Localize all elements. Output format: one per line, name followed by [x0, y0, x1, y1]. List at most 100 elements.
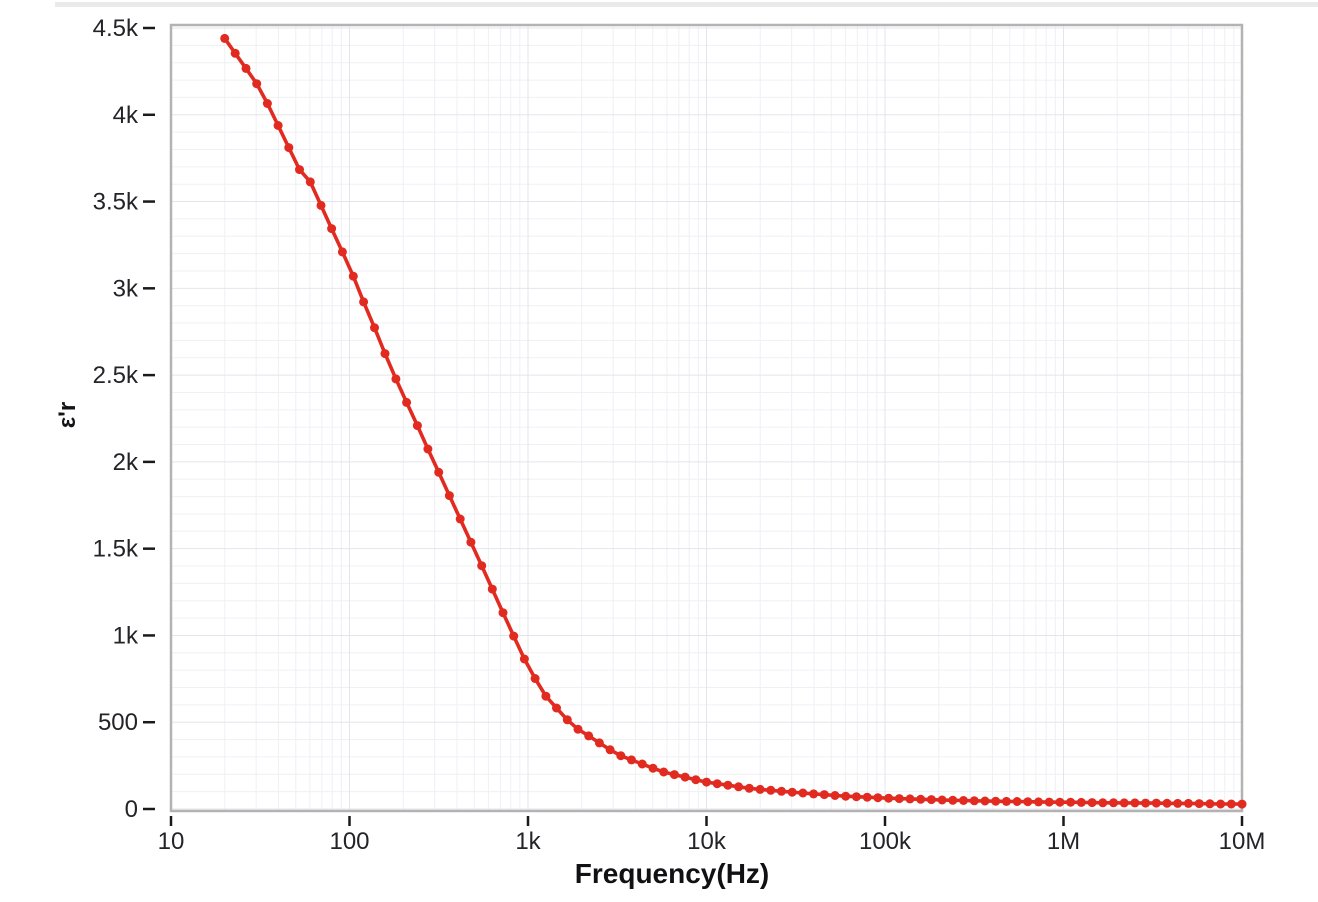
- data-point-marker: [777, 786, 786, 796]
- y-tick-label: 2k: [113, 449, 139, 476]
- x-tick-label: 10k: [687, 828, 727, 855]
- data-point-marker: [262, 99, 272, 108]
- data-point-marker: [969, 796, 979, 806]
- data-point-marker: [637, 759, 647, 769]
- data-point-marker: [423, 444, 433, 454]
- data-point-marker: [552, 703, 561, 713]
- data-point-marker: [691, 775, 701, 785]
- data-point-marker: [498, 608, 508, 618]
- data-point-marker: [370, 323, 379, 333]
- data-point-marker: [252, 79, 262, 89]
- data-point-marker: [1226, 799, 1236, 809]
- data-point-marker: [659, 767, 669, 777]
- data-point-marker: [862, 792, 872, 802]
- data-point-marker: [594, 738, 604, 748]
- window-edge-artifact: [55, 2, 1318, 7]
- data-point-marker: [702, 777, 711, 787]
- data-point-marker: [220, 33, 230, 43]
- data-point-marker: [573, 724, 583, 734]
- data-point-marker: [509, 631, 519, 641]
- data-point-marker: [230, 48, 240, 58]
- data-point-marker: [241, 63, 251, 73]
- data-point-marker: [1001, 796, 1011, 806]
- y-tick-label: 2.5k: [93, 362, 139, 389]
- data-point-marker: [948, 795, 958, 805]
- data-point-marker: [1119, 798, 1129, 808]
- data-point-marker: [402, 397, 412, 407]
- data-point-marker: [1216, 799, 1226, 809]
- data-point-marker: [1237, 799, 1247, 809]
- data-point-marker: [798, 788, 808, 798]
- x-tick-label: 1k: [515, 828, 541, 855]
- plot-border: [169, 23, 1244, 813]
- data-point-marker: [980, 796, 990, 806]
- data-point-marker: [809, 789, 819, 799]
- data-point-marker: [530, 674, 540, 683]
- data-point-marker: [723, 780, 733, 790]
- data-point-marker: [466, 537, 476, 547]
- data-point-marker: [1087, 798, 1097, 808]
- data-point-marker: [905, 794, 915, 804]
- y-axis-title: ε'r: [54, 401, 81, 429]
- data-point-marker: [851, 792, 861, 802]
- data-point-marker: [412, 421, 422, 431]
- y-tick-label: 4.5k: [93, 15, 139, 42]
- data-point-marker: [295, 165, 304, 175]
- data-point-marker: [648, 763, 658, 773]
- data-point-marker: [669, 770, 679, 780]
- data-point-marker: [434, 467, 444, 477]
- data-point-marker: [616, 751, 626, 761]
- data-point-marker: [884, 793, 894, 803]
- data-point-marker: [1109, 798, 1118, 808]
- data-point-marker: [1098, 798, 1108, 808]
- data-point-marker: [627, 755, 636, 765]
- data-point-marker: [1173, 798, 1183, 808]
- data-point-marker: [1205, 799, 1215, 809]
- data-point-marker: [926, 795, 936, 805]
- data-point-marker: [841, 791, 851, 801]
- y-tick-label: 1k: [113, 622, 139, 649]
- data-point-marker: [327, 224, 337, 234]
- data-point-marker: [712, 779, 722, 789]
- y-tick-label: 4k: [113, 102, 139, 129]
- data-point-marker: [316, 200, 326, 210]
- data-point-marker: [305, 177, 315, 187]
- y-tick-label: 3k: [113, 275, 139, 302]
- x-tick-label: 10: [158, 828, 185, 855]
- data-point-marker: [744, 783, 754, 793]
- data-point-marker: [1012, 797, 1022, 806]
- data-point-marker: [734, 782, 744, 792]
- data-point-marker: [359, 297, 369, 307]
- y-tick-label: 0: [125, 796, 138, 823]
- data-point-marker: [937, 795, 947, 805]
- y-tick-label: 1.5k: [93, 536, 139, 563]
- data-point-marker: [605, 745, 615, 755]
- data-point-marker: [1044, 797, 1054, 807]
- data-point-marker: [337, 247, 347, 257]
- data-point-marker: [1055, 797, 1065, 807]
- data-point-marker: [787, 787, 797, 797]
- data-point-marker: [1151, 798, 1161, 808]
- data-point-marker: [584, 731, 594, 741]
- x-tick-label: 100k: [859, 828, 912, 855]
- data-point-marker: [541, 691, 551, 701]
- data-point-marker: [1066, 797, 1076, 807]
- data-point-marker: [477, 561, 487, 571]
- data-point-marker: [1034, 797, 1043, 807]
- x-tick-label: 100: [329, 828, 369, 855]
- data-point-marker: [1194, 799, 1204, 809]
- data-point-marker: [1183, 798, 1193, 808]
- x-axis-title: Frequency(Hz): [574, 858, 770, 889]
- data-point-marker: [562, 715, 572, 725]
- data-point-marker: [819, 790, 829, 800]
- data-point-marker: [444, 491, 454, 501]
- y-tick-label: 500: [98, 709, 138, 736]
- data-point-marker: [487, 584, 497, 594]
- data-point-marker: [273, 121, 283, 130]
- data-point-marker: [959, 796, 968, 805]
- data-point-marker: [991, 796, 1001, 806]
- data-point-marker: [1141, 798, 1151, 808]
- y-tick-label: 3.5k: [93, 189, 139, 216]
- data-point-marker: [1076, 797, 1086, 807]
